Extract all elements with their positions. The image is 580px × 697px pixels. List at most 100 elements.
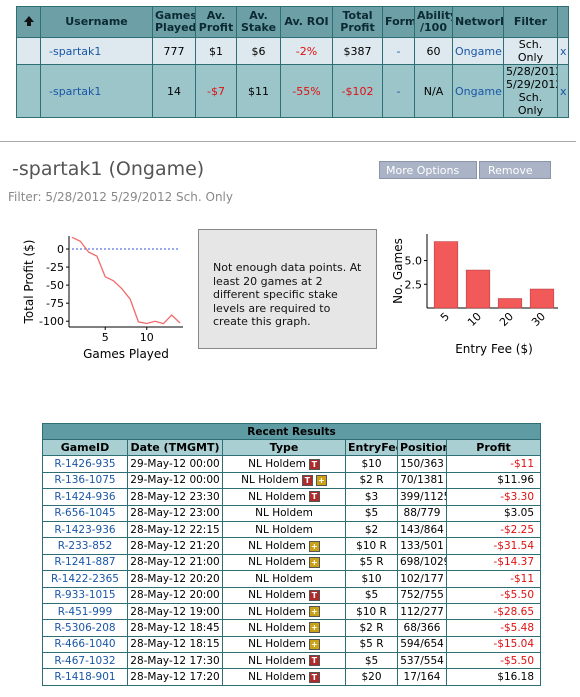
column-header[interactable]: Av. ROI <box>280 6 333 38</box>
cell-text: $20 <box>361 671 382 684</box>
x-tick-label: 5 <box>102 331 109 344</box>
result-row: R-1422-2365 28-May-12 20:20 NL Holdem $10 10… <box>42 570 542 588</box>
game-link[interactable]: R-1241-887 <box>54 556 116 569</box>
cell[interactable]: R-467-1032 <box>42 652 128 670</box>
cell: 70/1381 <box>397 471 447 490</box>
column-header[interactable]: Form <box>382 6 415 38</box>
type-badge: + <box>308 638 320 650</box>
cell: $3 <box>345 488 398 506</box>
type-badge: + <box>315 474 327 486</box>
column-header: Profit <box>445 439 542 457</box>
y-axis-label: Total Profit ($) <box>22 240 36 325</box>
cell[interactable]: R-136-1075 <box>42 471 128 490</box>
game-link[interactable]: R-467-1032 <box>54 654 116 667</box>
sort-arrow[interactable] <box>16 6 41 38</box>
cell: NL Holdem + <box>222 602 346 621</box>
cell: NL Holdem + <box>222 619 346 637</box>
column-header[interactable]: Av. Profit <box>195 6 237 38</box>
game-link[interactable]: R-1426-935 <box>54 458 116 471</box>
column-header[interactable]: Network <box>452 6 504 38</box>
type-badge: T <box>308 655 320 667</box>
cell[interactable]: R-5306-208 <box>42 619 128 637</box>
type-badge: + <box>308 622 320 634</box>
cell: 5/28/2012 5/29/2012 Sch. Only <box>503 64 558 118</box>
cell[interactable]: R-233-852 <box>42 537 128 555</box>
cell[interactable]: R-466-1040 <box>42 635 128 654</box>
cell: $5 R <box>345 635 398 654</box>
cell[interactable]: R-1241-887 <box>42 553 128 572</box>
cell[interactable]: R-1423-936 <box>42 520 128 539</box>
cell: $20 <box>345 668 398 686</box>
type-badge: + <box>308 606 320 618</box>
cell-text: 143/864 <box>400 523 444 536</box>
cell[interactable]: R-1424-936 <box>42 488 128 506</box>
game-link[interactable]: R-1422-2365 <box>51 572 119 585</box>
cell[interactable]: -spartak1 <box>40 64 153 118</box>
cell[interactable]: -spartak1 <box>40 37 153 65</box>
cell: - <box>382 37 415 65</box>
cell-text: $2 R <box>359 474 384 487</box>
cell: 28-May-12 18:15 <box>127 635 223 654</box>
cell-text: $5 R <box>359 556 384 569</box>
cell[interactable]: R-933-1015 <box>42 586 128 604</box>
cell[interactable]: R-1426-935 <box>42 455 128 473</box>
cell[interactable]: R-1418-901 <box>42 668 128 686</box>
game-link[interactable]: R-656-1045 <box>54 507 116 520</box>
cell-text: $5 R <box>359 638 384 651</box>
column-header[interactable]: Games Played <box>152 6 196 38</box>
column-header[interactable]: Total Profit <box>332 6 383 38</box>
game-link[interactable]: R-1424-936 <box>54 490 116 503</box>
cell-text: $11.96 <box>497 474 535 487</box>
cell: $5 <box>345 652 398 670</box>
remove-link[interactable]: x <box>557 37 569 65</box>
column-header[interactable]: Filter <box>503 6 558 38</box>
x-axis-label: Entry Fee ($) <box>455 342 533 356</box>
cell-text: 28-May-12 22:15 <box>130 523 220 536</box>
y-tick-label: -25 <box>46 261 64 274</box>
cell-text: $10 R <box>356 540 387 553</box>
cell-text: NL Holdem <box>248 638 306 651</box>
cell: NL Holdem <box>222 504 346 522</box>
cell-text: 28-May-12 19:00 <box>130 605 220 618</box>
cell: -$5.50 <box>445 652 542 670</box>
cell-text: NL Holdem <box>255 572 313 585</box>
cell-text: $5 <box>364 589 379 602</box>
remove-link[interactable]: x <box>557 64 569 118</box>
result-row: R-933-1015 28-May-12 20:00 NL Holdem T $5 752… <box>42 586 542 604</box>
game-link[interactable]: R-466-1040 <box>54 638 116 651</box>
column-header[interactable]: Av. Stake <box>236 6 281 38</box>
cell: -$14.37 <box>445 553 542 572</box>
cell-text: 752/755 <box>400 589 444 602</box>
x-axis-label: Games Played <box>83 347 169 361</box>
cell-text: 29-May-12 00:00 <box>130 458 220 471</box>
game-link[interactable]: R-451-999 <box>57 605 113 618</box>
cell: NL Holdem T <box>222 488 346 506</box>
cell-text: NL Holdem <box>255 523 313 536</box>
remove-button[interactable]: Remove <box>479 161 551 179</box>
cell-text: 28-May-12 18:45 <box>130 621 220 634</box>
column-header[interactable]: Username <box>40 6 153 38</box>
game-link[interactable]: R-1418-901 <box>54 671 116 684</box>
cell[interactable]: R-656-1045 <box>42 504 128 522</box>
cell-text: NL Holdem <box>248 458 306 471</box>
cell: NL Holdem + <box>222 537 346 555</box>
result-row: R-467-1032 28-May-12 17:30 NL Holdem T $5 537… <box>42 652 542 670</box>
cell: 777 <box>152 37 196 65</box>
cell: 752/755 <box>397 586 447 604</box>
cell[interactable]: Ongame <box>452 37 504 65</box>
cell[interactable]: R-451-999 <box>42 602 128 621</box>
cell: 28-May-12 20:20 <box>127 570 223 588</box>
column-header[interactable]: Ability /100 <box>414 6 453 38</box>
game-link[interactable]: R-233-852 <box>57 540 113 553</box>
game-link[interactable]: R-5306-208 <box>54 621 116 634</box>
cell[interactable]: R-1422-2365 <box>42 570 128 588</box>
game-link[interactable]: R-1423-936 <box>54 523 116 536</box>
more-options-button[interactable]: More Options <box>379 161 477 179</box>
game-link[interactable]: R-136-1075 <box>54 474 116 487</box>
notice-text: Not enough data points. At least 20 game… <box>213 261 362 328</box>
game-link[interactable]: R-933-1015 <box>54 589 116 602</box>
cell[interactable]: Ongame <box>452 64 504 118</box>
x-tick-label: 10 <box>140 331 154 344</box>
cell: NL Holdem T <box>222 455 346 473</box>
